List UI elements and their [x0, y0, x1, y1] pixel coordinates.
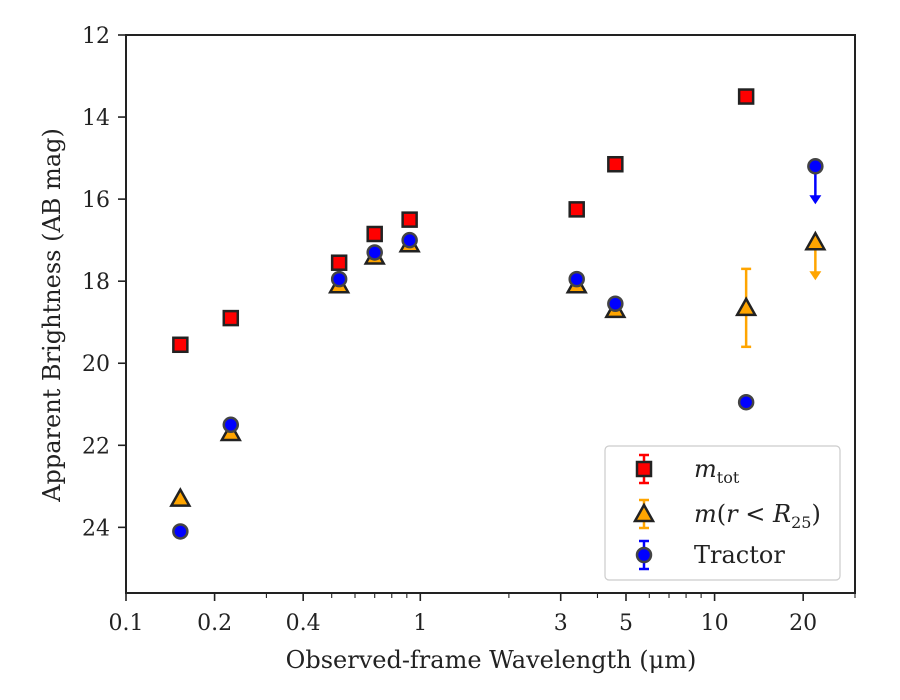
y-tick-label: 22 [82, 434, 110, 459]
legend-label-mr25: m(r < R25) [694, 500, 821, 532]
tractor-upper-limit-arrowhead [809, 195, 822, 205]
tractor-point [807, 158, 824, 175]
x-tick-label: 5 [619, 611, 633, 636]
mr25-point [735, 296, 758, 317]
x-axis-label: Observed-frame Wavelength (μm) [286, 646, 697, 674]
mtot-point [737, 88, 755, 105]
mtot-point [222, 309, 240, 327]
mtot-legend-marker [635, 460, 653, 478]
mtot-point [568, 201, 585, 218]
y-tick-label: 24 [82, 516, 110, 541]
tractor-point [172, 523, 189, 540]
tractor-point [222, 416, 240, 434]
legend-label-mtot: mtot [694, 455, 740, 487]
legend-label-tractor: Tractor [694, 541, 785, 569]
legend-box [604, 445, 841, 581]
y-tick-label: 12 [82, 24, 110, 49]
y-axis-label: Apparent Brightness (AB mag) [38, 128, 66, 503]
tractor-point [330, 270, 348, 288]
mtot-point [401, 211, 418, 228]
y-tick-label: 20 [82, 352, 110, 377]
mtot-point [607, 155, 624, 173]
x-tick-label: 0.4 [286, 611, 321, 636]
x-tick-label: 10 [701, 611, 729, 636]
mr25-legend-marker [632, 502, 656, 523]
x-tick-label: 1 [413, 611, 427, 636]
mr25-point [804, 230, 827, 251]
tractor-point [737, 393, 755, 411]
x-tick-label: 20 [789, 611, 817, 636]
tractor-legend-marker [635, 546, 653, 564]
x-tick-label: 0.1 [109, 611, 144, 636]
tractor-point [401, 231, 418, 249]
x-tick-label: 0.2 [197, 611, 232, 636]
y-tick-label: 18 [82, 270, 110, 295]
y-tick-label: 16 [82, 188, 110, 213]
y-tick-label: 14 [82, 106, 110, 131]
tractor-point [607, 295, 624, 312]
mtot-point [330, 254, 348, 271]
mtot-point [172, 336, 189, 354]
tractor-point [366, 244, 383, 261]
mtot-point [366, 225, 383, 243]
tractor-point [568, 270, 585, 288]
mr25-upper-limit-arrowhead [809, 271, 822, 281]
plot-frame [125, 34, 856, 594]
x-tick-label: 3 [554, 611, 568, 636]
mr25-point [169, 487, 192, 507]
